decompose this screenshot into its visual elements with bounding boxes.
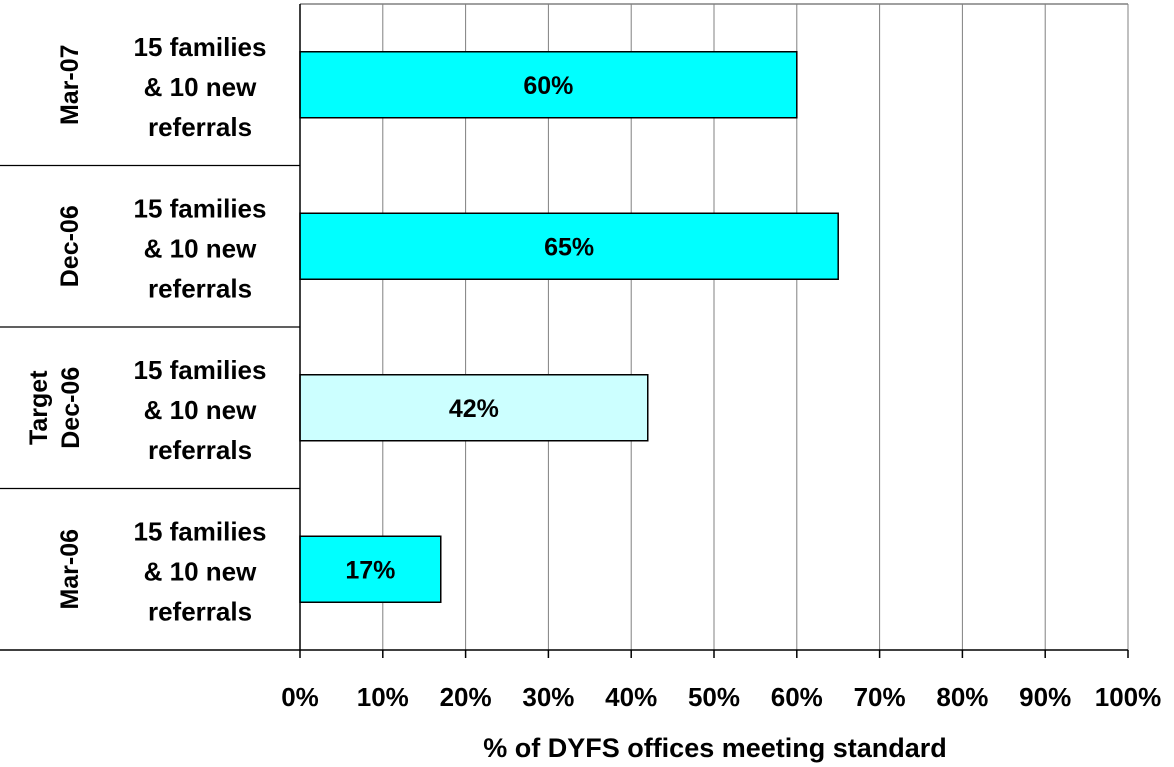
category-description-line: & 10 new bbox=[144, 233, 257, 263]
x-tick-label: 80% bbox=[936, 682, 988, 712]
bar bbox=[299, 535, 442, 603]
category-period-label: Target bbox=[25, 370, 53, 445]
x-tick-label: 60% bbox=[771, 682, 823, 712]
labels: 0% 10% 20% 30% 40% 50% 60% 70% 80% 90% 100% 60% 15 f… bbox=[25, 32, 1161, 712]
axes bbox=[0, 4, 1129, 658]
data-label: 42% bbox=[449, 395, 499, 423]
data-label: 65% bbox=[544, 233, 594, 261]
category-description-line: referrals bbox=[148, 435, 252, 465]
category-description-line: & 10 new bbox=[144, 395, 257, 425]
data-label: 60% bbox=[523, 72, 573, 100]
category-description-line: 15 families bbox=[134, 193, 267, 223]
x-tick-label: 20% bbox=[440, 682, 492, 712]
category-description-line: 15 families bbox=[134, 32, 267, 62]
x-tick-label: 10% bbox=[357, 682, 409, 712]
category-description-line: & 10 new bbox=[144, 556, 257, 586]
x-tick-label: 50% bbox=[688, 682, 740, 712]
category-period-label: Mar-07 bbox=[56, 44, 84, 125]
x-axis-title: % of DYFS offices meeting standard bbox=[483, 733, 947, 763]
x-tick-label: 70% bbox=[854, 682, 906, 712]
category-description-line: 15 families bbox=[134, 516, 267, 546]
category-period-label: Dec-06 bbox=[56, 205, 84, 287]
category-description-line: & 10 new bbox=[144, 72, 257, 102]
x-tick-label: 90% bbox=[1019, 682, 1071, 712]
bar bbox=[299, 51, 798, 119]
bars bbox=[299, 51, 839, 603]
data-label: 17% bbox=[345, 556, 395, 584]
category-description-line: referrals bbox=[148, 273, 252, 303]
bar bbox=[299, 212, 839, 280]
category-description-line: 15 families bbox=[134, 355, 267, 385]
category-description-line: referrals bbox=[148, 596, 252, 626]
category-period-label: Dec-06 bbox=[57, 367, 85, 449]
category-description-line: referrals bbox=[148, 112, 252, 142]
x-tick-label: 40% bbox=[605, 682, 657, 712]
x-tick-label: 0% bbox=[281, 682, 319, 712]
category-period-label: Mar-06 bbox=[56, 529, 84, 610]
x-tick-label: 100% bbox=[1095, 682, 1162, 712]
x-tick-label: 30% bbox=[522, 682, 574, 712]
